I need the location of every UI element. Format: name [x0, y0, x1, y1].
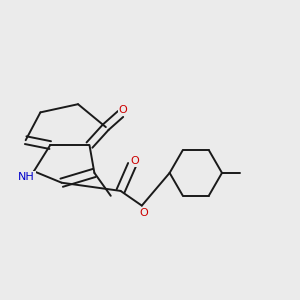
- Text: O: O: [119, 105, 128, 115]
- Text: O: O: [130, 157, 139, 166]
- Text: O: O: [139, 208, 148, 218]
- Text: NH: NH: [18, 172, 35, 182]
